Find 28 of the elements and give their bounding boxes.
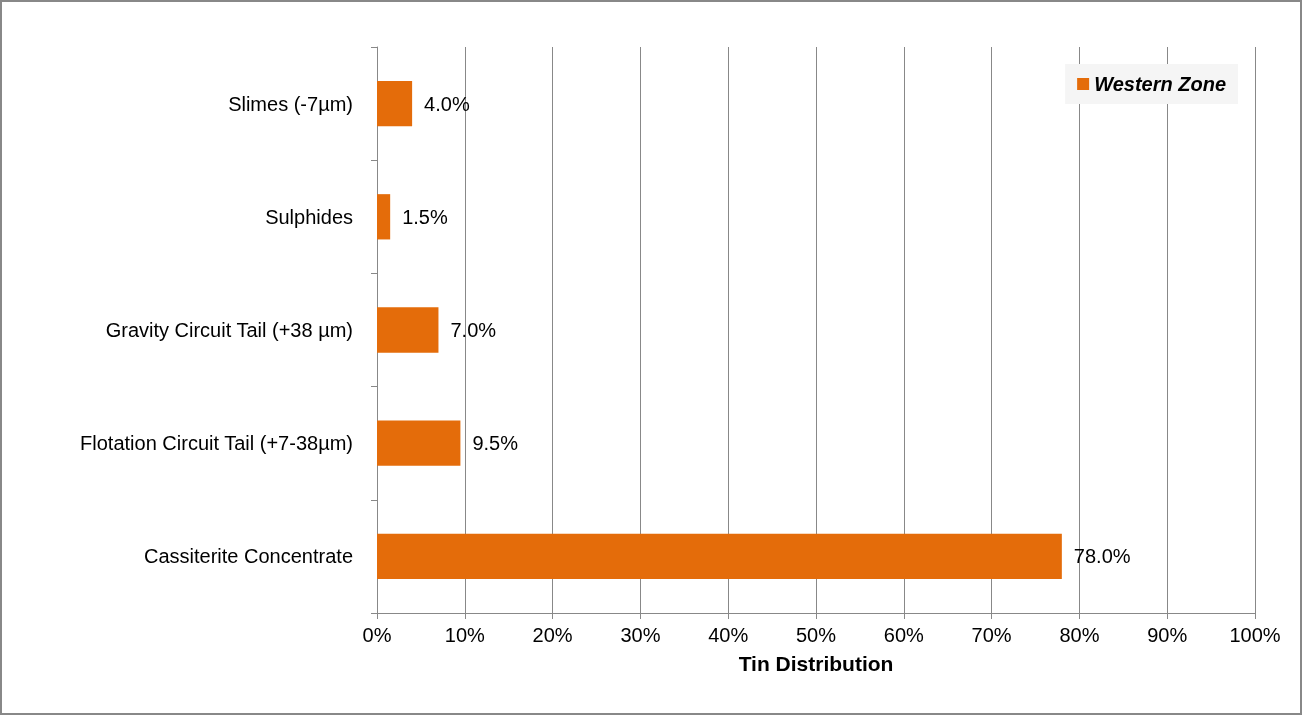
bar bbox=[377, 307, 439, 353]
y-tick-label: Gravity Circuit Tail (+38 µm) bbox=[105, 319, 353, 341]
y-tick-label: Cassiterite Concentrate bbox=[144, 545, 353, 568]
x-tick-label: 20% bbox=[532, 624, 573, 646]
data-label: 1.5% bbox=[402, 205, 448, 228]
x-tick-label: 80% bbox=[1059, 624, 1100, 646]
y-tick-label: Sulphides bbox=[265, 205, 353, 228]
x-tick-label: 60% bbox=[883, 624, 925, 646]
x-tick-label: 0% bbox=[362, 624, 392, 646]
y-tick-label: Flotation Circuit Tail (+7-38µm) bbox=[80, 432, 353, 455]
data-label: 9.5% bbox=[472, 432, 519, 455]
x-tick-label: 70% bbox=[971, 624, 1012, 646]
x-tick-label: 100% bbox=[1229, 624, 1281, 646]
data-label: 7.0% bbox=[450, 319, 497, 341]
bar bbox=[377, 533, 1062, 580]
bar bbox=[377, 194, 391, 240]
legend-label: Western Zone bbox=[1094, 73, 1226, 95]
x-tick-label: 50% bbox=[795, 624, 837, 646]
bar bbox=[377, 80, 413, 127]
x-axis-title: Tin Distribution bbox=[738, 652, 894, 675]
bar bbox=[377, 420, 461, 466]
y-tick-label: Slimes (-7µm) bbox=[228, 92, 353, 115]
data-label: 78.0% bbox=[1073, 545, 1131, 568]
x-tick-label: 10% bbox=[444, 624, 486, 646]
x-tick-label: 40% bbox=[708, 624, 749, 646]
data-label: 4.0% bbox=[424, 92, 470, 115]
x-tick-label: 30% bbox=[620, 624, 661, 646]
x-tick-label: 90% bbox=[1147, 624, 1188, 646]
